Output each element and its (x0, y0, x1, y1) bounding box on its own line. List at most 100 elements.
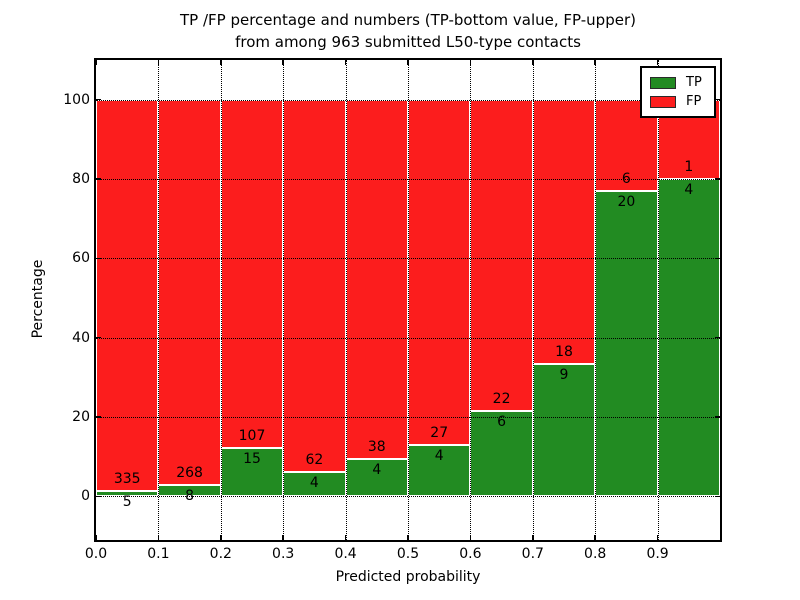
bar-fp-segment (532, 99, 596, 365)
bar-tp-segment (470, 411, 533, 497)
gridline-horizontal (96, 417, 720, 419)
y-tick-label: 40 (72, 329, 90, 346)
x-tick-mark (95, 535, 97, 540)
gridline-vertical (408, 60, 409, 540)
tp-color-swatch (650, 76, 676, 89)
fp-count-label: 268 (176, 464, 203, 481)
tp-count-label: 20 (617, 194, 636, 211)
x-tick-mark (656, 60, 659, 65)
x-tick-mark (157, 60, 160, 65)
gridline-vertical (158, 60, 160, 540)
x-tick-mark (344, 60, 347, 65)
legend-label-fp: FP (686, 94, 702, 109)
y-tick-mark (96, 416, 101, 418)
x-tick-mark (220, 535, 222, 540)
x-tick-mark (594, 535, 596, 540)
bar-tp-segment (595, 191, 658, 497)
x-tick-mark (469, 535, 472, 540)
bar-tp-segment (96, 490, 159, 497)
y-tick-label: 0 (81, 488, 90, 505)
chart-title: TP /FP percentage and numbers (TP-bottom… (96, 9, 720, 53)
fp-count-label: 27 (430, 425, 449, 442)
tp-count-label: 15 (243, 450, 261, 467)
y-tick-label: 100 (63, 91, 90, 108)
gridline-vertical (283, 60, 285, 540)
x-tick-mark (95, 60, 97, 65)
chart-title-line1: TP /FP percentage and numbers (TP-bottom… (180, 11, 636, 29)
x-tick-label: 0.4 (334, 546, 357, 562)
tp-count-label: 4 (434, 448, 444, 465)
tp-count-label: 9 (559, 367, 569, 384)
bar-fp-segment (158, 99, 221, 485)
x-tick-mark (344, 535, 347, 540)
y-axis-label: Percentage (30, 259, 46, 339)
x-tick-mark (656, 535, 659, 540)
y-tick-mark (715, 336, 720, 339)
x-tick-mark (407, 535, 409, 540)
chart-title-line2: from among 963 submitted L50-type contac… (235, 33, 581, 51)
x-tick-label: 0.9 (646, 546, 669, 562)
tp-count-label: 4 (684, 182, 694, 198)
legend-label-tp: TP (686, 75, 702, 90)
x-tick-mark (469, 60, 472, 65)
fp-count-label: 6 (621, 171, 631, 188)
x-axis-label: Predicted probability (335, 569, 481, 585)
gridline-vertical (595, 60, 597, 540)
fp-count-label: 22 (492, 391, 511, 408)
x-tick-mark (220, 60, 222, 65)
bar-fp-segment (345, 99, 408, 459)
y-tick-label: 20 (72, 409, 90, 426)
x-tick-label: 0.1 (147, 546, 170, 562)
plot-area: 335 5 268 8 107 15 62 4 38 4 27 4 22 6 18 9 6 20 1 4 TP FP (94, 58, 722, 542)
fp-count-label: 107 (238, 427, 266, 444)
gridline-horizontal (96, 99, 720, 101)
fp-count-label: 18 (555, 344, 573, 361)
gridline-vertical (657, 60, 659, 540)
x-tick-label: 0.5 (396, 546, 420, 562)
gridline-horizontal (96, 258, 720, 260)
bar-fp-segment (220, 99, 284, 448)
legend: TP FP (640, 66, 716, 118)
y-tick-mark (715, 416, 720, 418)
fp-count-label: 62 (305, 452, 324, 469)
tp-count-label: 5 (122, 493, 132, 510)
y-tick-mark (715, 178, 720, 180)
x-tick-label: 0.7 (521, 546, 544, 562)
y-tick-mark (96, 257, 101, 260)
bar-fp-segment (96, 99, 159, 491)
x-tick-mark (157, 535, 160, 540)
y-tick-mark (96, 495, 101, 498)
y-tick-mark (715, 98, 720, 101)
bar-tp-segment (220, 447, 284, 497)
x-tick-mark (282, 60, 284, 65)
y-tick-mark (96, 336, 101, 339)
bar-fp-segment (470, 99, 533, 412)
tp-count-label: 4 (309, 475, 319, 492)
fp-count-label: 335 (113, 470, 141, 487)
y-tick-label: 80 (72, 171, 90, 187)
x-tick-label: 0.2 (209, 546, 232, 562)
fp-color-swatch (650, 95, 676, 108)
y-tick-mark (715, 495, 720, 498)
x-tick-label: 0.6 (459, 546, 482, 562)
tp-count-label: 8 (185, 487, 195, 504)
fp-count-label: 1 (684, 159, 694, 175)
gridline-horizontal (96, 337, 720, 339)
tp-count-label: 6 (497, 414, 507, 431)
bar-tp-segment (283, 472, 346, 497)
x-tick-mark (407, 60, 409, 65)
y-tick-mark (96, 178, 101, 180)
x-tick-mark (532, 535, 534, 540)
y-tick-mark (96, 98, 101, 101)
gridline-vertical (470, 60, 472, 540)
bar-fp-segment (408, 99, 471, 446)
fp-count-label: 38 (367, 438, 386, 455)
x-tick-mark (594, 60, 596, 65)
gridline-horizontal (96, 496, 720, 498)
y-tick-label: 60 (72, 250, 90, 267)
x-tick-mark (282, 535, 284, 540)
y-tick-mark (715, 257, 720, 260)
legend-item-tp: TP (650, 73, 706, 92)
gridline-vertical (532, 60, 534, 540)
